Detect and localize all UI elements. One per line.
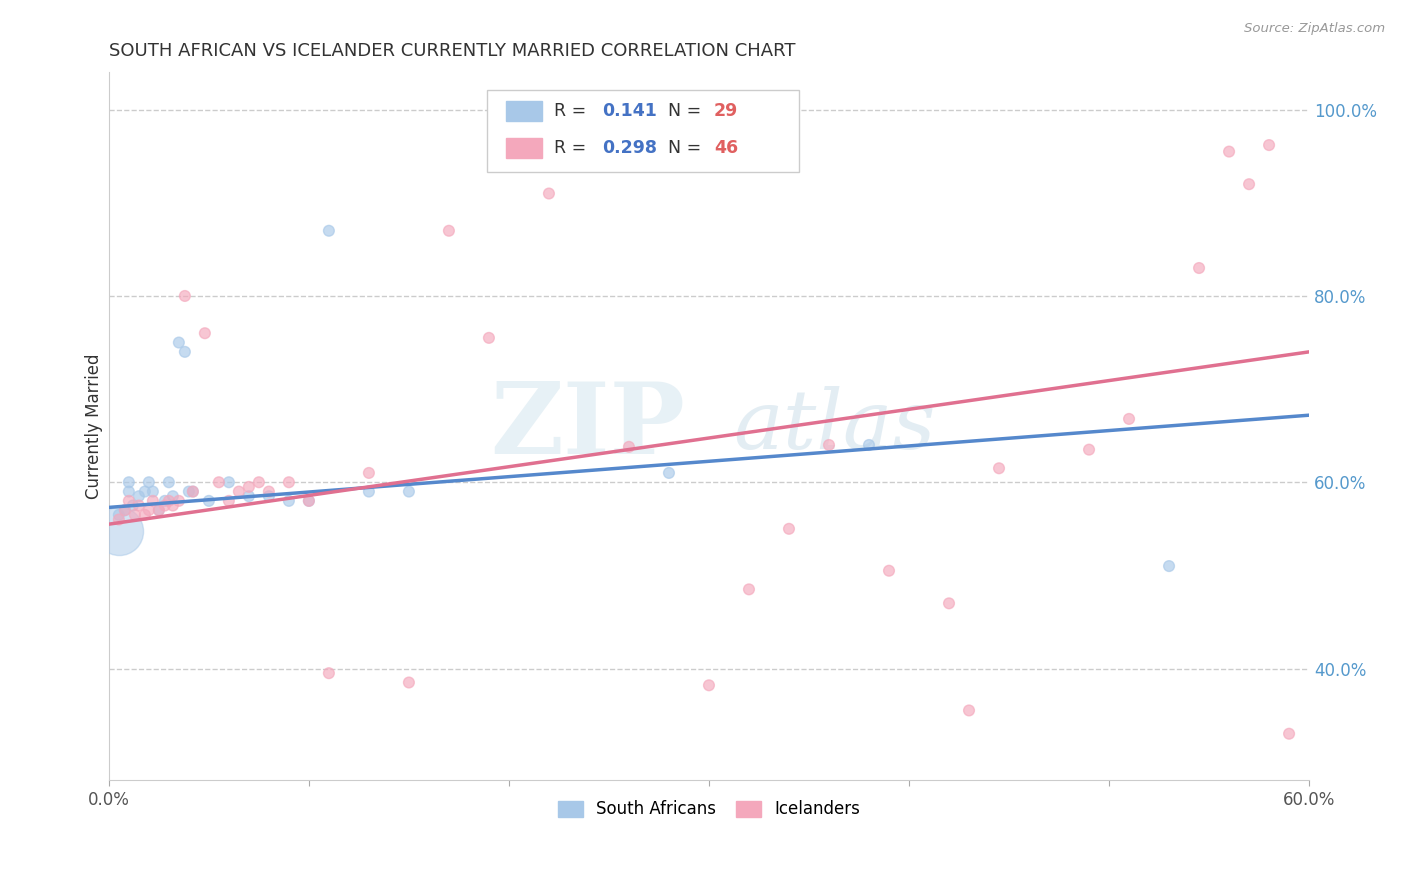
FancyBboxPatch shape xyxy=(486,90,799,171)
Point xyxy=(138,475,160,490)
Point xyxy=(173,344,195,359)
Point xyxy=(617,440,640,454)
Point xyxy=(134,508,156,522)
Text: N =: N = xyxy=(668,139,707,157)
Y-axis label: Currently Married: Currently Married xyxy=(86,353,103,500)
Point xyxy=(228,484,250,499)
Text: 46: 46 xyxy=(714,139,738,157)
Point xyxy=(778,522,800,536)
Point xyxy=(173,289,195,303)
Point xyxy=(118,494,141,508)
Text: 0.141: 0.141 xyxy=(602,103,657,120)
Point xyxy=(138,503,160,517)
Point xyxy=(1157,559,1180,574)
Point xyxy=(238,480,260,494)
Point xyxy=(108,512,131,526)
Point xyxy=(208,475,231,490)
Point xyxy=(1188,260,1211,275)
Point xyxy=(148,503,170,517)
Point xyxy=(1078,442,1101,457)
Point xyxy=(181,484,204,499)
Point xyxy=(1278,727,1301,741)
Point xyxy=(142,494,165,508)
Point xyxy=(181,484,204,499)
Point xyxy=(988,461,1011,475)
Point xyxy=(357,484,380,499)
Point xyxy=(167,335,190,350)
Point xyxy=(218,494,240,508)
Point xyxy=(257,484,280,499)
Point xyxy=(957,703,980,717)
Point xyxy=(697,678,720,692)
Point xyxy=(437,224,460,238)
Text: R =: R = xyxy=(554,103,592,120)
Text: ZIP: ZIP xyxy=(491,378,685,475)
Point xyxy=(162,499,184,513)
Point xyxy=(257,489,280,503)
Point xyxy=(142,484,165,499)
Point xyxy=(658,466,681,480)
Point xyxy=(298,494,321,508)
Point xyxy=(277,494,299,508)
Point xyxy=(738,582,761,597)
Point xyxy=(114,503,136,517)
Point xyxy=(157,475,180,490)
Legend: South Africans, Icelanders: South Africans, Icelanders xyxy=(551,794,868,825)
Point xyxy=(1218,145,1240,159)
Point xyxy=(318,224,340,238)
Point xyxy=(153,494,176,508)
Point xyxy=(118,475,141,490)
Point xyxy=(114,503,136,517)
Point xyxy=(148,503,170,517)
Point xyxy=(238,489,260,503)
Text: R =: R = xyxy=(554,139,592,157)
Point xyxy=(818,438,841,452)
Text: Source: ZipAtlas.com: Source: ZipAtlas.com xyxy=(1244,22,1385,36)
Point xyxy=(858,438,880,452)
Point xyxy=(478,331,501,345)
Point xyxy=(398,675,420,690)
Point xyxy=(108,524,131,538)
Point xyxy=(108,508,131,522)
Point xyxy=(118,484,141,499)
Point xyxy=(177,484,200,499)
Point xyxy=(198,494,221,508)
Point xyxy=(1237,177,1260,191)
Point xyxy=(124,508,146,522)
FancyBboxPatch shape xyxy=(506,138,543,158)
Point xyxy=(128,499,150,513)
Point xyxy=(398,484,420,499)
Point xyxy=(162,489,184,503)
Point xyxy=(318,666,340,681)
Point xyxy=(134,484,156,499)
Point xyxy=(357,466,380,480)
Point xyxy=(537,186,560,201)
Point xyxy=(277,475,299,490)
Text: 29: 29 xyxy=(714,103,738,120)
Point xyxy=(157,494,180,508)
Point xyxy=(877,564,900,578)
Point xyxy=(167,494,190,508)
Point xyxy=(153,499,176,513)
FancyBboxPatch shape xyxy=(506,102,543,121)
Text: SOUTH AFRICAN VS ICELANDER CURRENTLY MARRIED CORRELATION CHART: SOUTH AFRICAN VS ICELANDER CURRENTLY MAR… xyxy=(108,42,796,60)
Text: atlas: atlas xyxy=(733,386,935,467)
Point xyxy=(121,499,143,513)
Point xyxy=(128,489,150,503)
Point xyxy=(247,475,270,490)
Point xyxy=(1118,412,1140,426)
Point xyxy=(218,475,240,490)
Point xyxy=(938,596,960,610)
Text: N =: N = xyxy=(668,103,707,120)
Point xyxy=(298,494,321,508)
Point xyxy=(1258,138,1281,153)
Point xyxy=(194,326,217,341)
Text: 0.298: 0.298 xyxy=(602,139,657,157)
